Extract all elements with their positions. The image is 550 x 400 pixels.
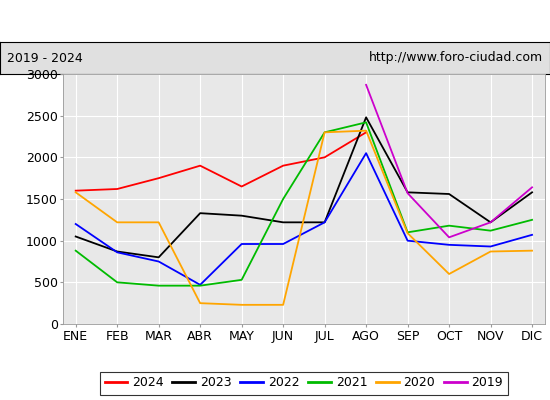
Text: Evolucion Nº Turistas Nacionales en el municipio de El Romeral: Evolucion Nº Turistas Nacionales en el m… <box>34 14 516 28</box>
Text: 2019 - 2024: 2019 - 2024 <box>7 52 82 64</box>
Text: http://www.foro-ciudad.com: http://www.foro-ciudad.com <box>369 52 543 64</box>
Legend: 2024, 2023, 2022, 2021, 2020, 2019: 2024, 2023, 2022, 2021, 2020, 2019 <box>100 372 508 394</box>
